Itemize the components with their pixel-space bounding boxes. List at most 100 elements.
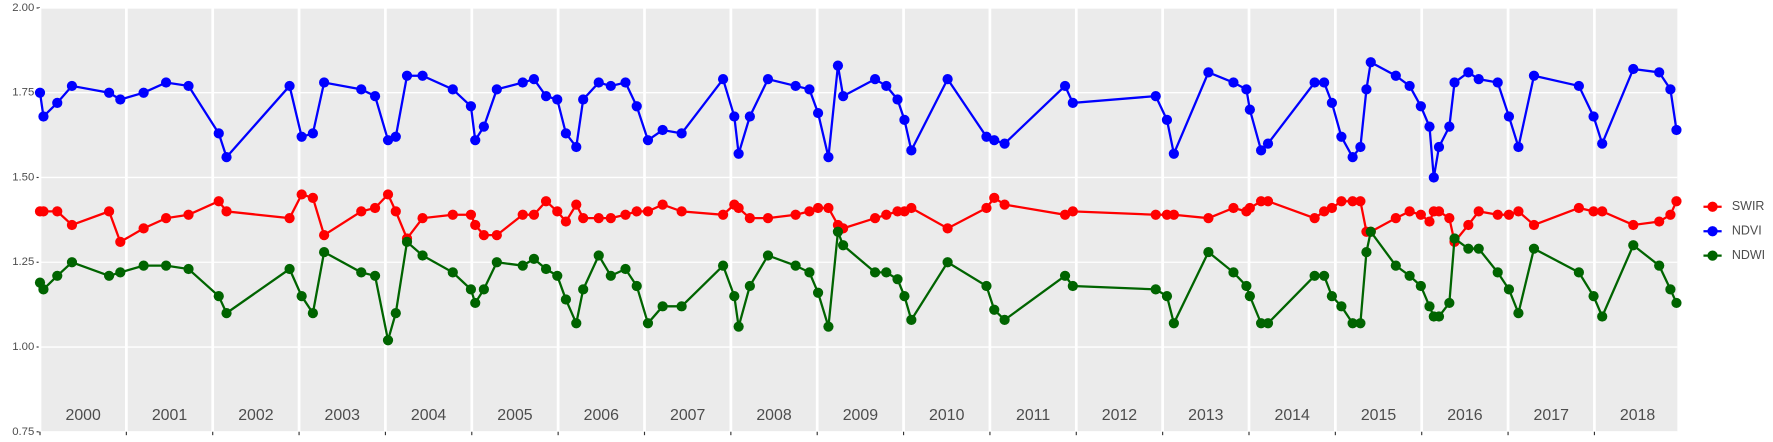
data-point: [823, 202, 834, 214]
data-point: [183, 80, 194, 92]
data-point: [1503, 284, 1515, 295]
data-point: [838, 90, 849, 102]
data-point: [999, 199, 1010, 210]
data-point: [942, 257, 953, 268]
data-point: [66, 257, 78, 268]
data-point: [790, 80, 801, 92]
data-point: [1347, 318, 1358, 329]
data-point: [1415, 101, 1426, 112]
data-point: [1463, 67, 1474, 78]
y-tick-label: 1.25: [12, 256, 34, 268]
data-point: [1203, 213, 1214, 224]
data-point: [1390, 70, 1401, 81]
data-point: [1588, 291, 1599, 302]
data-point: [1241, 280, 1252, 292]
data-point: [1492, 267, 1503, 278]
data-point: [620, 209, 631, 220]
x-tick-label: 2017: [1534, 407, 1570, 424]
data-point: [1444, 297, 1455, 309]
data-point: [401, 70, 413, 81]
data-point: [382, 135, 394, 146]
data-point: [115, 94, 126, 105]
data-point: [369, 90, 381, 102]
data-point: [1671, 196, 1682, 207]
data-point: [52, 206, 63, 217]
data-point: [1444, 213, 1455, 224]
data-point: [160, 260, 172, 271]
x-tick-label: 2015: [1361, 407, 1397, 424]
data-point: [1444, 121, 1455, 132]
data-point: [1513, 307, 1524, 319]
data-point: [517, 260, 528, 271]
data-point: [1150, 209, 1161, 220]
data-point: [838, 240, 849, 251]
data-point: [1654, 216, 1665, 227]
x-tick-label: 2014: [1274, 407, 1310, 424]
data-point: [906, 314, 917, 325]
legend-label: NDWI: [1732, 248, 1765, 262]
data-point: [733, 321, 744, 332]
data-point: [465, 209, 477, 220]
data-point: [812, 107, 824, 119]
data-point: [1449, 233, 1460, 244]
data-point: [1168, 148, 1179, 159]
data-point: [1326, 97, 1338, 109]
data-point: [1573, 202, 1584, 214]
data-point: [1503, 209, 1515, 220]
data-point: [869, 213, 881, 224]
data-point: [517, 209, 528, 220]
data-point: [1433, 311, 1445, 322]
data-point: [296, 131, 307, 142]
data-point: [717, 260, 729, 271]
data-point: [38, 206, 49, 217]
x-tick-label: 2000: [65, 407, 101, 424]
data-point: [465, 284, 477, 295]
data-point: [1628, 63, 1639, 75]
data-point: [390, 131, 401, 142]
data-point: [318, 230, 330, 241]
data-point: [571, 199, 582, 210]
data-point: [631, 101, 642, 112]
data-point: [812, 202, 824, 214]
data-point: [417, 213, 428, 224]
data-point: [989, 304, 1000, 315]
data-point: [1463, 219, 1474, 231]
data-point: [744, 111, 755, 122]
data-point: [729, 291, 740, 302]
data-point: [356, 206, 367, 217]
data-point: [382, 189, 394, 200]
data-point: [620, 77, 631, 88]
data-point: [1597, 206, 1608, 217]
data-point: [1241, 84, 1252, 95]
data-point: [1528, 70, 1540, 81]
data-point: [1309, 77, 1320, 88]
data-point: [790, 260, 801, 271]
y-tick-label: 2.00: [12, 2, 34, 14]
data-point: [892, 274, 903, 285]
data-point: [733, 148, 744, 159]
data-point: [356, 267, 367, 278]
data-point: [881, 80, 892, 92]
data-point: [1492, 77, 1503, 88]
data-point: [417, 250, 428, 261]
data-point: [631, 206, 642, 217]
data-point: [66, 80, 78, 92]
data-point: [744, 280, 755, 292]
data-point: [1473, 206, 1484, 217]
data-point: [605, 213, 616, 224]
data-point: [1347, 152, 1358, 163]
data-point: [221, 307, 232, 319]
data-point: [221, 206, 232, 217]
data-point: [578, 213, 589, 224]
data-point: [1424, 121, 1435, 132]
data-point: [676, 301, 687, 312]
data-point: [447, 209, 458, 220]
data-point: [1390, 213, 1401, 224]
data-point: [869, 267, 881, 278]
data-point: [1428, 172, 1439, 183]
x-tick-label: 2013: [1188, 407, 1224, 424]
data-point: [642, 206, 654, 217]
data-point: [790, 209, 801, 220]
data-point: [1492, 209, 1503, 220]
data-point: [1228, 202, 1239, 214]
